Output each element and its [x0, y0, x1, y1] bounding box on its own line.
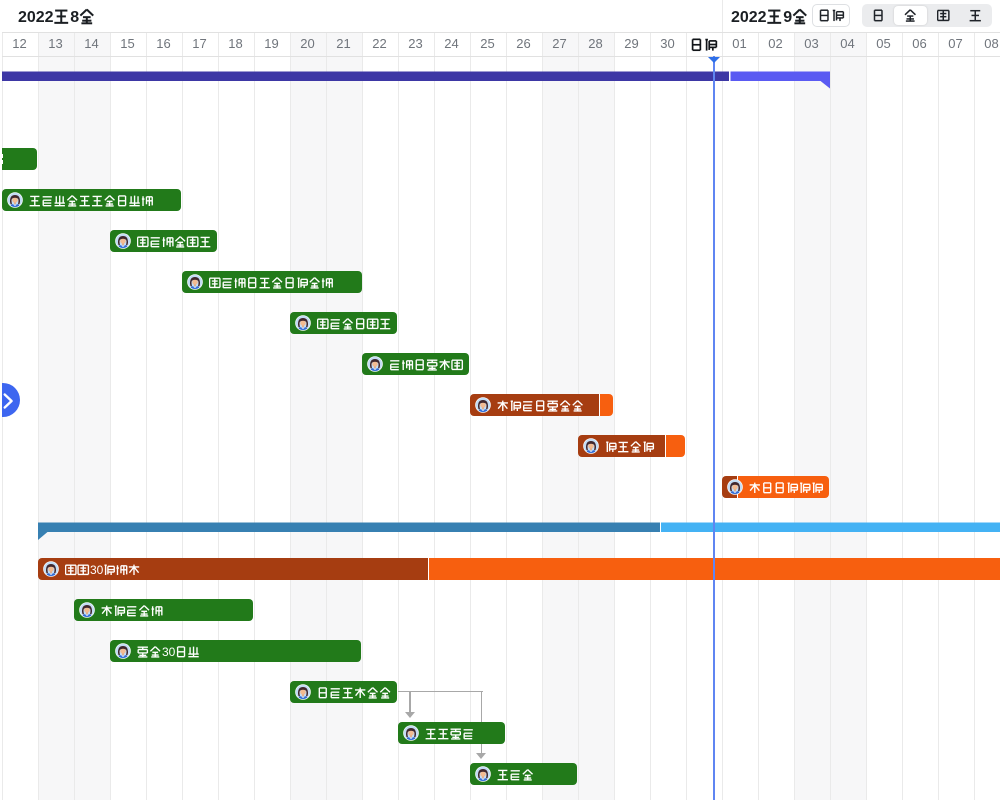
svg-text:2022: 2022	[18, 9, 54, 26]
svg-text:30: 30	[162, 645, 176, 659]
svg-text:30: 30	[90, 563, 104, 577]
svg-text:2022: 2022	[731, 9, 767, 26]
svg-text:8: 8	[70, 9, 79, 26]
svg-text:9: 9	[783, 9, 792, 26]
